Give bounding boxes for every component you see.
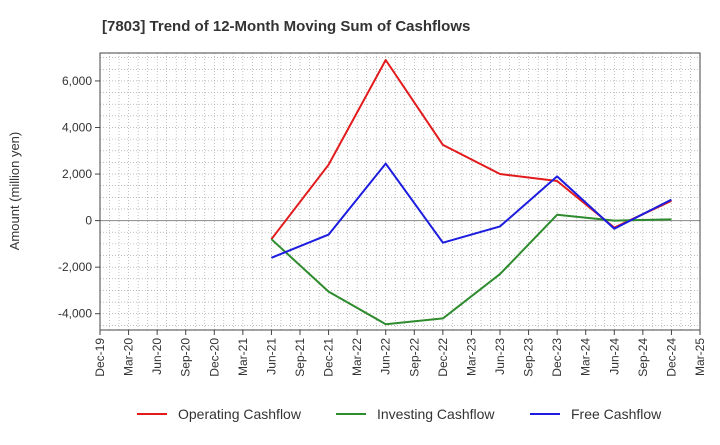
chart-title: [7803] Trend of 12-Month Moving Sum of C…: [102, 18, 470, 35]
legend-label: Investing Cashflow: [377, 406, 495, 422]
x-tick-label: Mar-23: [464, 338, 478, 376]
x-tick-label: Mar-25: [693, 338, 707, 376]
x-tick-label: Mar-22: [350, 338, 364, 376]
y-tick-label: 4,000: [62, 120, 92, 134]
series-line-free-cashflow: [271, 162, 672, 259]
x-tick-label: Mar-24: [579, 338, 593, 376]
x-tick-label: Dec-23: [550, 338, 564, 377]
y-tick-label: -2,000: [58, 260, 92, 274]
x-tick-label: Dec-20: [207, 338, 221, 377]
x-tick-label: Dec-22: [436, 338, 450, 377]
plot-area: -4,000 -2,000 0 2,000 4,000 6,000 Dec-19 Mar-20…: [58, 52, 707, 377]
x-tick-label: Jun-23: [493, 338, 507, 375]
x-tick-label: Dec-24: [664, 338, 678, 377]
y-axis-label: Amount (million yen): [7, 132, 22, 251]
y-tick-label: 0: [85, 214, 92, 228]
x-tick-label: Jun-22: [379, 338, 393, 375]
x-tick-label: Dec-19: [93, 338, 107, 377]
legend-label: Free Cashflow: [571, 406, 662, 422]
x-tick-label: Jun-24: [607, 338, 621, 375]
legend-label: Operating Cashflow: [178, 406, 302, 422]
x-tick-label: Mar-21: [236, 338, 250, 376]
plot-border: [99, 52, 701, 331]
y-tick-label: 6,000: [62, 74, 92, 88]
x-tick-label: Sep-24: [636, 338, 650, 377]
x-tick-label: Jun-21: [264, 338, 278, 375]
x-tick-label: Sep-22: [407, 338, 421, 377]
x-tick-label: Jun-20: [150, 338, 164, 375]
y-tick-label: 2,000: [62, 167, 92, 181]
plot-background: [100, 53, 700, 330]
x-tick-label: Sep-23: [522, 338, 536, 377]
legend: Operating Cashflow Investing Cashflow Free…: [137, 406, 662, 422]
x-tick-label: Sep-21: [293, 338, 307, 377]
x-tick-label: Sep-20: [179, 338, 193, 377]
y-tick-label: -4,000: [58, 307, 92, 321]
x-tick-label: Dec-21: [322, 338, 336, 377]
x-tick-label: Mar-20: [122, 338, 136, 376]
